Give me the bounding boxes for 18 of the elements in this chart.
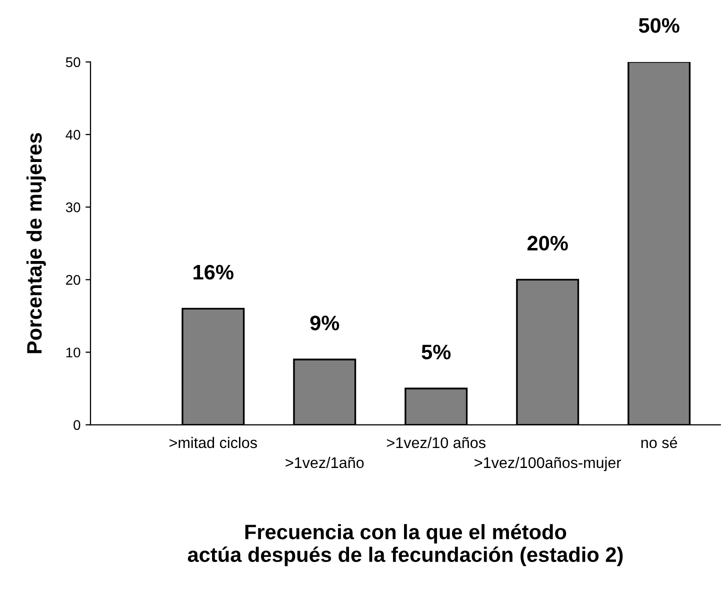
x-tick-label: no sé (641, 436, 678, 448)
x-tick-label: >1vez/100años-mujer (474, 456, 622, 472)
y-tick-label: 50 (66, 57, 80, 68)
y-tick-label: 10 (66, 348, 80, 358)
x-tick-label: >1vez/10 años (386, 436, 486, 448)
x-tick-label: >mitad ciclos (170, 436, 257, 448)
data-label: 9% (310, 316, 340, 330)
y-axis-title: Porcentaje de mujeres (26, 133, 46, 354)
data-label: 5% (422, 344, 451, 360)
x-axis-title: Frecuencia con la que el método actúa después de la fecundación (estadio 2) (188, 524, 623, 566)
data-label: 50% (638, 18, 680, 33)
data-label: 20% (527, 236, 568, 251)
x-tick-label: >1vez/1año (286, 456, 364, 468)
y-tick-label: 30 (66, 202, 80, 212)
data-label: 16% (194, 264, 234, 280)
y-tick-label: 0 (74, 420, 80, 430)
y-tick-label: 20 (66, 274, 80, 285)
y-tick-label: 40 (66, 130, 80, 140)
